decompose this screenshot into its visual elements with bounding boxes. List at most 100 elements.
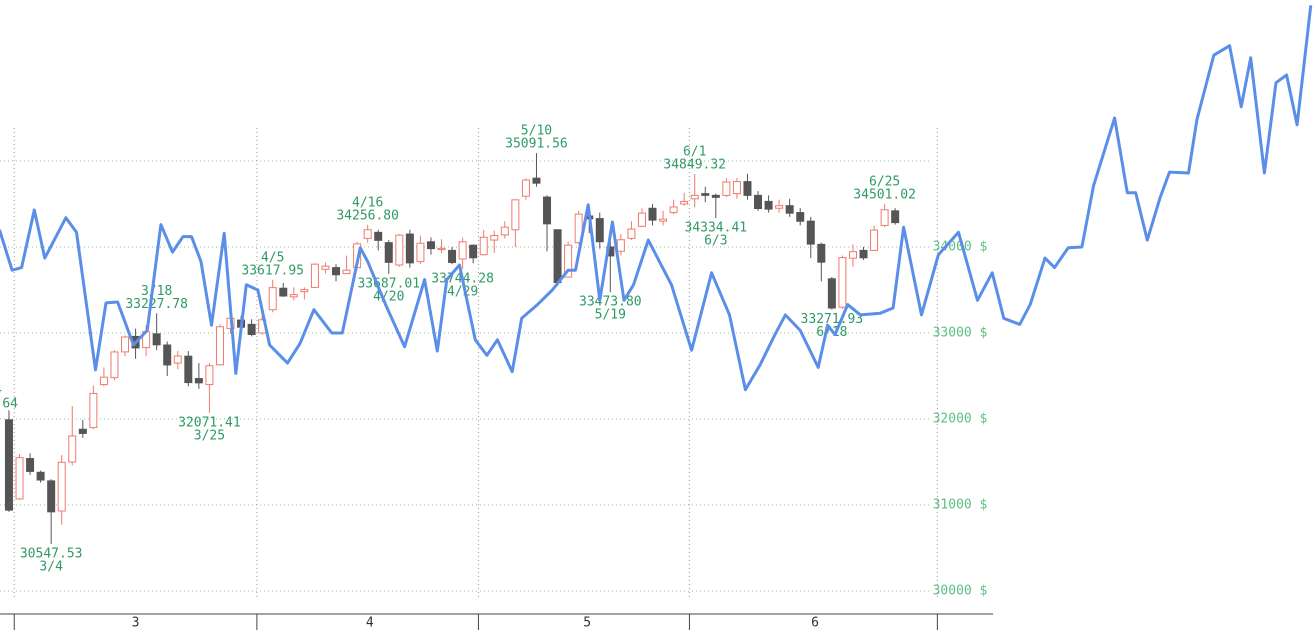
candle-body [395, 234, 404, 266]
candle-body [458, 241, 467, 260]
candle-body [163, 344, 172, 366]
y-tick-label: 31000 $ [933, 497, 988, 512]
candle-body [680, 200, 689, 205]
candle-body [268, 287, 277, 311]
candle-body [448, 249, 457, 263]
annotation-value: 34849.32 [663, 157, 726, 172]
candle-body [659, 218, 668, 222]
candle-body [152, 333, 161, 346]
candle-body [405, 233, 414, 264]
candle-body [796, 212, 805, 222]
candle-body [68, 435, 77, 463]
candle-body [426, 241, 435, 250]
annotation-date: 5/10 [521, 124, 552, 139]
candle-body [859, 249, 868, 259]
candle-body [15, 457, 24, 500]
candle-body [184, 355, 193, 384]
candle-body [870, 229, 879, 251]
annotation-date: 4/5 [261, 250, 284, 265]
candle-body [332, 267, 341, 276]
candle-body [4, 419, 13, 511]
candle-body [121, 336, 130, 353]
candle-body [511, 199, 520, 231]
candle-body [36, 471, 45, 481]
annotation-date: 3/18 [141, 284, 172, 299]
annotation-value: 33271.93 [801, 312, 864, 327]
edge-text: 4 [0, 383, 2, 398]
candle-body [521, 179, 530, 197]
y-tick-label: 33000 $ [933, 325, 988, 340]
candle-body [416, 242, 425, 263]
annotation-value: 30547.53 [20, 546, 83, 561]
candle-body [848, 251, 857, 259]
annotation-date: 3/4 [39, 559, 63, 574]
candle-body [616, 239, 625, 252]
candle-body [891, 210, 900, 224]
annotation-value: 33617.95 [241, 263, 304, 278]
candle-body [690, 194, 699, 200]
annotation-value: 33227.78 [125, 297, 188, 312]
candle-body [26, 458, 35, 472]
candle-body [669, 206, 678, 214]
candle-body [806, 220, 815, 245]
annotation-value: 33687.01 [357, 276, 420, 291]
annotation-value: 34501.02 [853, 187, 916, 202]
x-tick-label: 6 [811, 616, 819, 631]
annotation-date: 6/25 [869, 174, 900, 189]
candle-body [637, 212, 646, 227]
candle-body [173, 355, 182, 364]
candle-body [817, 243, 826, 263]
candle-body [289, 294, 298, 298]
candle-body [500, 226, 509, 236]
candle-body [543, 196, 552, 225]
candle-body [469, 244, 478, 259]
candle-body [732, 181, 741, 195]
annotation-date: 6/1 [683, 144, 706, 159]
candle-body [627, 228, 636, 239]
candle-body [384, 242, 393, 263]
candle-body [99, 376, 108, 386]
y-tick-label: 30000 $ [933, 583, 988, 598]
candle-body [279, 287, 288, 297]
candle-body [194, 378, 203, 384]
annotation-date: 4/16 [352, 195, 383, 210]
y-tick-label: 32000 $ [933, 411, 988, 426]
candle-body [838, 257, 847, 308]
candle-body [595, 218, 604, 243]
annotation-date: 4/29 [447, 284, 478, 299]
candle-body [321, 265, 330, 270]
candle-body [532, 177, 541, 184]
annotation-date: 5/19 [595, 308, 626, 323]
overlay-line [0, 5, 1313, 392]
candle-body [490, 235, 499, 241]
candle-body [722, 181, 731, 196]
y-tick-label: 34000 $ [933, 239, 988, 254]
annotation-date: 6/3 [704, 234, 727, 249]
candle-body [648, 207, 657, 221]
candle-body [78, 428, 87, 434]
candle-body [764, 200, 773, 210]
annotation-value: 34256.80 [336, 208, 399, 223]
edge-text: .64 [0, 397, 18, 412]
candle-body [300, 289, 309, 293]
annotation-value: 32071.41 [178, 415, 241, 430]
candle-body [247, 323, 256, 336]
x-tick-label: 4 [366, 616, 374, 631]
candle-body [89, 392, 98, 429]
candle-body [754, 194, 763, 210]
annotation-date: 4/20 [373, 289, 404, 304]
candle-body [363, 229, 372, 239]
candle-body [342, 269, 351, 275]
candle-body [880, 209, 889, 226]
candle-body [110, 351, 119, 379]
annotation-value: 35091.56 [505, 137, 568, 152]
candle-body [553, 229, 562, 283]
candle-body [785, 205, 794, 214]
annotation-value: 34334.41 [685, 221, 748, 236]
candle-body [310, 263, 319, 288]
candle-body [437, 247, 446, 251]
candle-body [215, 326, 224, 366]
candle-body [205, 365, 214, 386]
